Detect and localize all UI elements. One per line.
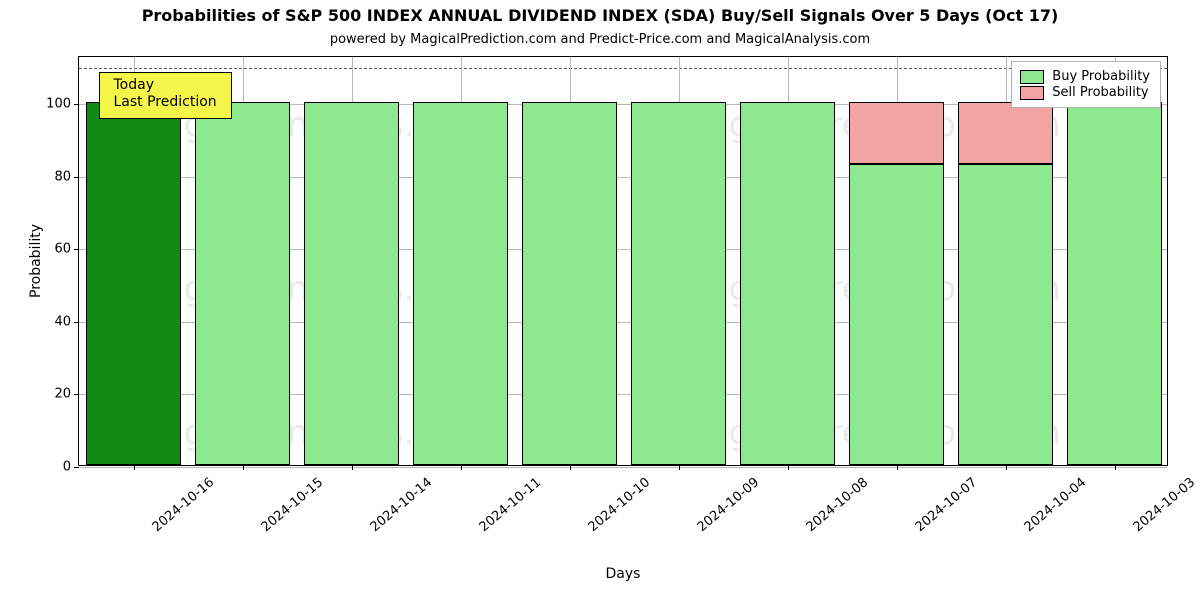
legend-swatch <box>1020 70 1044 84</box>
bar-group <box>522 102 618 465</box>
chart-title: Probabilities of S&P 500 INDEX ANNUAL DI… <box>0 6 1200 25</box>
y-axis-label: Probability <box>28 224 44 298</box>
buy-bar <box>413 102 509 465</box>
ytick-label: 0 <box>63 460 71 475</box>
xtick-mark <box>134 465 135 470</box>
bar-group <box>849 102 945 465</box>
today-callout: TodayLast Prediction <box>99 72 232 119</box>
bar-group <box>413 102 509 465</box>
sell-bar <box>958 102 1054 164</box>
buy-bar <box>304 102 400 465</box>
xtick-label: 2024-10-04 <box>1021 475 1089 535</box>
buy-bar <box>740 102 836 465</box>
ytick-label: 20 <box>54 387 71 402</box>
bar-group <box>958 102 1054 465</box>
bar-group <box>1067 102 1163 465</box>
plot-area: MagicalAnalysis.comMagicalPrediction.com… <box>78 56 1168 466</box>
sell-bar <box>849 102 945 164</box>
xtick-label: 2024-10-08 <box>803 475 871 535</box>
xtick-mark <box>243 465 244 470</box>
signal-probability-chart: Probabilities of S&P 500 INDEX ANNUAL DI… <box>0 0 1200 600</box>
ytick-mark <box>74 249 79 250</box>
bar-group <box>86 102 182 465</box>
ytick-mark <box>74 322 79 323</box>
xtick-mark <box>897 465 898 470</box>
buy-bar <box>1067 102 1163 465</box>
xtick-label: 2024-10-07 <box>912 475 980 535</box>
today-callout-line1: Today <box>114 77 217 95</box>
xtick-mark <box>788 465 789 470</box>
ytick-mark <box>74 467 79 468</box>
buy-bar <box>631 102 727 465</box>
xtick-label: 2024-10-14 <box>367 475 435 535</box>
buy-bar <box>958 164 1054 465</box>
ytick-label: 60 <box>54 242 71 257</box>
legend-swatch <box>1020 86 1044 100</box>
buy-bar <box>195 102 291 465</box>
xtick-mark <box>1115 465 1116 470</box>
bar-group <box>740 102 836 465</box>
legend-label: Sell Probability <box>1052 85 1148 100</box>
xtick-label: 2024-10-11 <box>476 475 544 535</box>
bar-group <box>304 102 400 465</box>
buy-bar <box>86 102 182 465</box>
today-callout-line2: Last Prediction <box>114 94 217 112</box>
ytick-mark <box>74 104 79 105</box>
bar-group <box>631 102 727 465</box>
legend: Buy ProbabilitySell Probability <box>1011 61 1161 108</box>
xtick-mark <box>570 465 571 470</box>
legend-label: Buy Probability <box>1052 69 1150 84</box>
xtick-mark <box>1006 465 1007 470</box>
xtick-mark <box>352 465 353 470</box>
buy-bar <box>522 102 618 465</box>
xtick-label: 2024-10-10 <box>585 475 653 535</box>
legend-item: Sell Probability <box>1020 85 1150 100</box>
x-axis-label: Days <box>606 566 641 582</box>
xtick-label: 2024-10-03 <box>1130 475 1198 535</box>
xtick-mark <box>461 465 462 470</box>
xtick-label: 2024-10-15 <box>258 475 326 535</box>
ytick-label: 100 <box>46 97 71 112</box>
legend-item: Buy Probability <box>1020 69 1150 84</box>
ytick-label: 40 <box>54 314 71 329</box>
xtick-label: 2024-10-09 <box>694 475 762 535</box>
bar-group <box>195 102 291 465</box>
xtick-label: 2024-10-16 <box>149 475 217 535</box>
ytick-label: 80 <box>54 169 71 184</box>
ytick-mark <box>74 394 79 395</box>
xtick-mark <box>679 465 680 470</box>
buy-bar <box>849 164 945 465</box>
ytick-mark <box>74 177 79 178</box>
chart-subtitle: powered by MagicalPrediction.com and Pre… <box>0 32 1200 47</box>
